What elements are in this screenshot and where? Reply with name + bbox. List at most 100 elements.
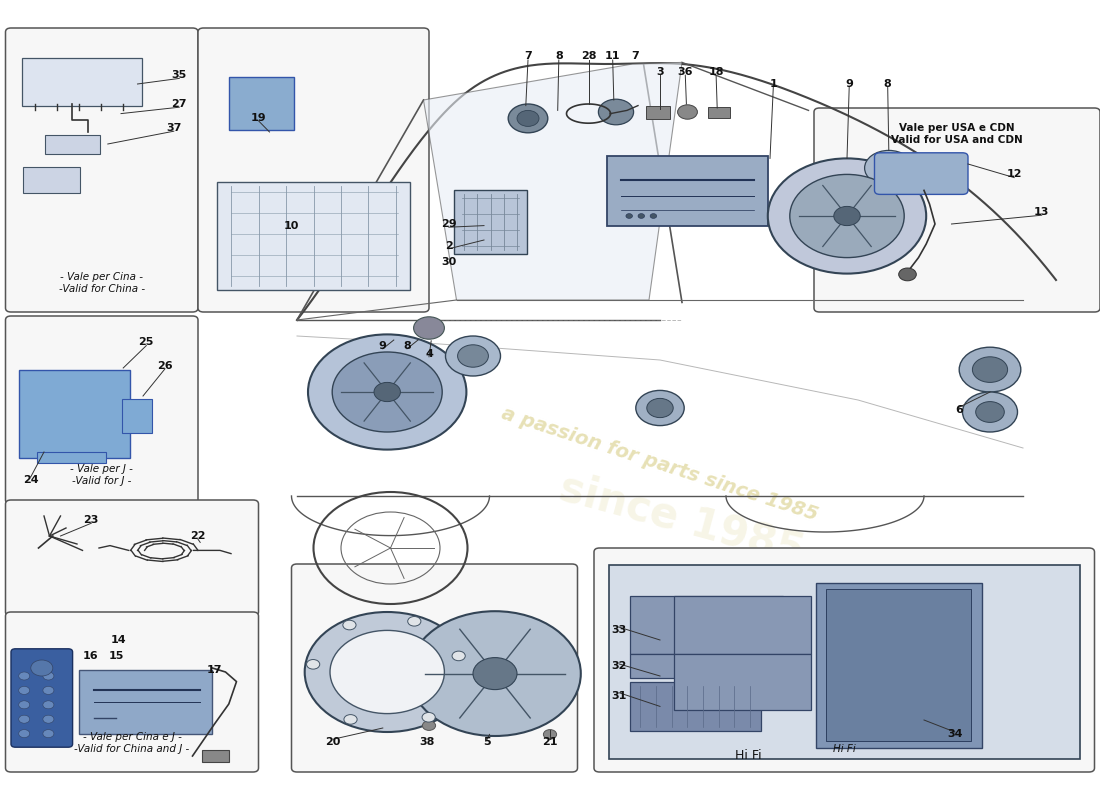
FancyBboxPatch shape [6, 612, 258, 772]
FancyBboxPatch shape [594, 548, 1094, 772]
Text: 26: 26 [157, 361, 173, 370]
FancyBboxPatch shape [202, 750, 229, 762]
Circle shape [31, 660, 53, 676]
Circle shape [865, 150, 913, 186]
Polygon shape [424, 62, 682, 300]
Text: 22: 22 [190, 531, 206, 541]
FancyBboxPatch shape [37, 452, 106, 463]
Text: 7: 7 [524, 51, 532, 61]
FancyBboxPatch shape [292, 564, 578, 772]
Text: 30: 30 [441, 257, 456, 266]
Circle shape [899, 268, 916, 281]
Circle shape [543, 730, 557, 739]
Circle shape [650, 214, 657, 218]
FancyBboxPatch shape [11, 649, 73, 747]
Circle shape [422, 713, 436, 722]
Text: 1: 1 [769, 79, 778, 89]
Circle shape [972, 357, 1008, 382]
Text: 23: 23 [84, 515, 99, 525]
Text: 12: 12 [1006, 170, 1022, 179]
Circle shape [976, 402, 1004, 422]
Circle shape [43, 672, 54, 680]
Circle shape [508, 104, 548, 133]
Text: 11: 11 [605, 51, 620, 61]
Circle shape [343, 620, 356, 630]
Text: Vale per USA e CDN
Valid for USA and CDN: Vale per USA e CDN Valid for USA and CDN [891, 123, 1023, 145]
Text: 34: 34 [947, 730, 962, 739]
Polygon shape [273, 216, 303, 242]
FancyBboxPatch shape [630, 682, 761, 731]
Text: 21: 21 [542, 738, 558, 747]
Text: Hi Fi: Hi Fi [735, 749, 761, 762]
FancyBboxPatch shape [6, 316, 198, 504]
Text: 8: 8 [883, 79, 892, 89]
Circle shape [959, 347, 1021, 392]
Circle shape [422, 721, 436, 730]
FancyBboxPatch shape [45, 135, 100, 154]
Text: 8: 8 [554, 51, 563, 61]
Text: 15: 15 [109, 651, 124, 661]
Text: 17: 17 [207, 666, 222, 675]
Text: 9: 9 [378, 341, 387, 350]
Circle shape [19, 686, 30, 694]
Text: 5: 5 [484, 738, 491, 747]
Circle shape [408, 617, 421, 626]
Text: 25: 25 [139, 338, 154, 347]
Text: 27: 27 [172, 99, 187, 109]
FancyBboxPatch shape [708, 107, 730, 118]
FancyBboxPatch shape [229, 77, 294, 130]
Circle shape [446, 336, 501, 376]
Circle shape [768, 158, 926, 274]
FancyBboxPatch shape [454, 190, 527, 254]
Text: 9: 9 [845, 79, 854, 89]
Text: 32: 32 [612, 662, 627, 671]
Circle shape [19, 715, 30, 723]
Text: 24: 24 [23, 475, 38, 485]
Text: - Vale per Cina -
-Valid for China -: - Vale per Cina - -Valid for China - [58, 272, 145, 294]
Circle shape [647, 398, 673, 418]
FancyBboxPatch shape [630, 596, 783, 654]
FancyBboxPatch shape [607, 156, 768, 226]
Text: 3: 3 [657, 67, 663, 77]
Text: 13: 13 [1034, 207, 1049, 217]
FancyBboxPatch shape [826, 589, 971, 741]
Text: 2: 2 [444, 241, 453, 250]
Text: since 1985: since 1985 [556, 467, 808, 573]
FancyBboxPatch shape [874, 153, 968, 194]
Text: 16: 16 [82, 651, 98, 661]
Text: 18: 18 [708, 67, 724, 77]
Text: 8: 8 [403, 341, 411, 350]
Circle shape [19, 672, 30, 680]
Text: 28: 28 [581, 51, 596, 61]
Circle shape [452, 651, 465, 661]
Circle shape [598, 99, 634, 125]
Circle shape [332, 352, 442, 432]
Circle shape [636, 390, 684, 426]
Circle shape [43, 686, 54, 694]
FancyBboxPatch shape [19, 370, 130, 458]
Circle shape [307, 659, 320, 669]
FancyBboxPatch shape [79, 670, 212, 734]
FancyBboxPatch shape [217, 182, 410, 290]
Circle shape [458, 345, 488, 367]
Circle shape [517, 110, 539, 126]
Text: 14: 14 [111, 635, 126, 645]
Text: Hi Fi: Hi Fi [833, 744, 856, 754]
Text: 10: 10 [284, 221, 299, 230]
Circle shape [638, 214, 645, 218]
Circle shape [308, 334, 466, 450]
Circle shape [43, 730, 54, 738]
FancyBboxPatch shape [816, 583, 982, 748]
Text: 37: 37 [166, 123, 182, 133]
Circle shape [834, 206, 860, 226]
Circle shape [374, 382, 400, 402]
FancyBboxPatch shape [609, 565, 1080, 759]
FancyBboxPatch shape [23, 167, 80, 193]
Circle shape [790, 174, 904, 258]
Text: - Vale per J -
-Valid for J -: - Vale per J - -Valid for J - [70, 464, 133, 486]
Text: 19: 19 [251, 113, 266, 122]
Circle shape [409, 611, 581, 736]
Text: 36: 36 [678, 67, 693, 77]
Circle shape [43, 701, 54, 709]
Text: 31: 31 [612, 691, 627, 701]
